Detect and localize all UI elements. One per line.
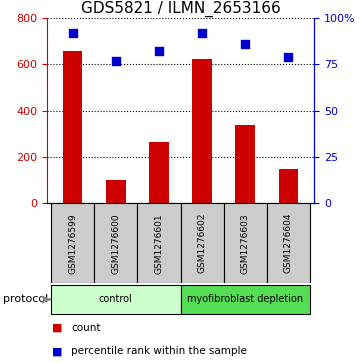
FancyBboxPatch shape: [51, 203, 94, 283]
FancyBboxPatch shape: [138, 203, 180, 283]
FancyBboxPatch shape: [180, 203, 223, 283]
Text: protocol: protocol: [3, 294, 48, 305]
Text: GSM1276603: GSM1276603: [241, 213, 249, 274]
Bar: [192, 59, 212, 203]
Text: GSM1276604: GSM1276604: [284, 213, 293, 273]
Text: GSM1276601: GSM1276601: [155, 213, 164, 274]
Point: [113, 58, 119, 64]
Point: [156, 49, 162, 54]
FancyBboxPatch shape: [94, 203, 138, 283]
Bar: [106, 180, 126, 203]
Text: GSM1276599: GSM1276599: [68, 213, 77, 274]
Bar: [279, 168, 298, 203]
Point: [285, 54, 291, 60]
Text: ■: ■: [52, 346, 63, 356]
Point: [242, 41, 248, 47]
FancyBboxPatch shape: [223, 203, 267, 283]
Point: [199, 30, 205, 36]
Text: GSM1276602: GSM1276602: [197, 213, 206, 273]
Bar: [63, 50, 82, 203]
Title: GDS5821 / ILMN_2653166: GDS5821 / ILMN_2653166: [81, 1, 280, 17]
Text: myofibroblast depletion: myofibroblast depletion: [187, 294, 303, 305]
Text: count: count: [71, 323, 100, 333]
Text: control: control: [99, 294, 133, 305]
Text: percentile rank within the sample: percentile rank within the sample: [71, 346, 247, 356]
FancyBboxPatch shape: [180, 285, 310, 314]
Bar: [149, 142, 169, 203]
FancyBboxPatch shape: [267, 203, 310, 283]
Point: [70, 30, 76, 36]
Text: GSM1276600: GSM1276600: [112, 213, 120, 274]
Text: ■: ■: [52, 323, 63, 333]
Bar: [235, 125, 255, 203]
FancyBboxPatch shape: [51, 285, 180, 314]
